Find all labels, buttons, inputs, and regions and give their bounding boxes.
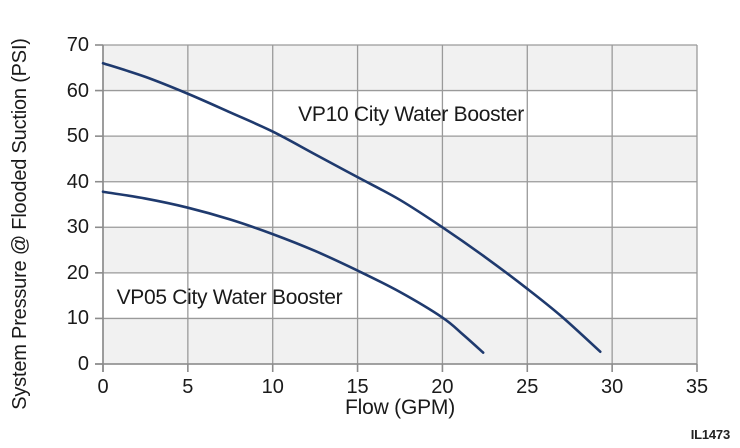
y-tick-label: 50 [66, 125, 89, 148]
y-tick-label: 30 [66, 216, 89, 239]
x-tick-label: 0 [97, 376, 109, 398]
x-tick-label: 5 [182, 376, 194, 398]
y-tick-label: 60 [66, 79, 89, 102]
series-line-2 [101, 190, 485, 354]
series-annotation-1: VP10 City Water Booster [298, 102, 524, 126]
axis-lines [95, 45, 697, 372]
tick-marks [95, 44, 698, 372]
x-tick-label: 10 [261, 376, 284, 398]
y-tick-label: 20 [66, 261, 89, 284]
y-tick-label: 0 [77, 353, 89, 375]
y-tick-label: 10 [66, 307, 89, 330]
x-tick-label: 30 [601, 376, 624, 398]
gridlines [102, 44, 698, 365]
x-tick-label: 25 [516, 376, 539, 398]
x-axis-title: Flow (GPM) [345, 396, 455, 419]
y-tick-label: 40 [66, 170, 89, 193]
data-series [101, 61, 602, 354]
x-tick-label: 20 [431, 376, 454, 398]
x-tick-label: 35 [685, 376, 709, 398]
series-annotation-2: VP05 City Water Booster [116, 286, 343, 310]
series-line-1 [101, 61, 602, 353]
figure-code: IL1473 [690, 427, 730, 442]
y-tick-label: 70 [66, 34, 89, 56]
alternating-bands [103, 45, 697, 364]
x-tick-label: 15 [346, 376, 369, 398]
